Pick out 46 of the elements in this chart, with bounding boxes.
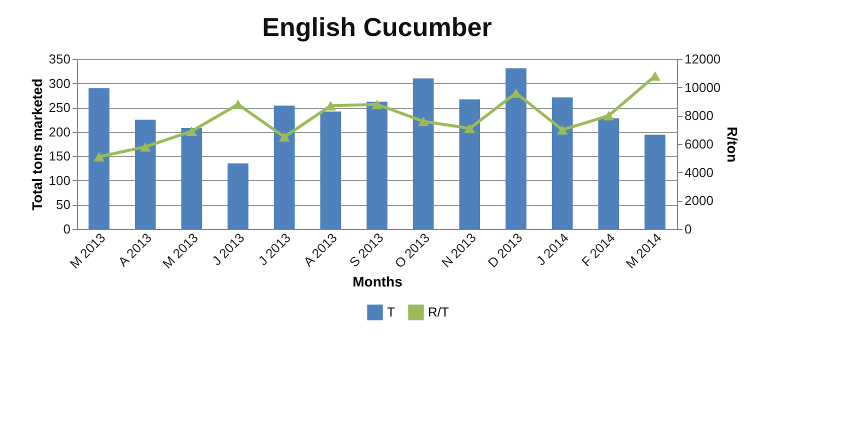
- y2-tick-label: 12000: [684, 52, 721, 66]
- y-tick-label: 250: [48, 100, 70, 116]
- point: [186, 126, 198, 136]
- y2-axis-title: R/ton: [724, 126, 741, 162]
- x-axis-title: Months: [352, 273, 403, 290]
- y2-tick-label: 8000: [684, 108, 714, 124]
- bar: [88, 88, 110, 229]
- point: [603, 110, 614, 120]
- point: [464, 124, 476, 134]
- legend-label: T: [387, 304, 395, 320]
- point: [556, 125, 568, 135]
- bar: [459, 99, 480, 229]
- chart-title: English Cucumber: [262, 12, 492, 42]
- bar: [644, 134, 666, 229]
- bar: [274, 106, 295, 229]
- point: [325, 101, 336, 110]
- bar: [552, 97, 573, 229]
- y2-tick-label: 6000: [684, 136, 714, 152]
- point: [372, 100, 382, 110]
- y-tick-label: 350: [48, 52, 70, 66]
- y-axis-title: Total tons marketed: [28, 78, 45, 210]
- bar: [181, 128, 202, 229]
- bar: [134, 120, 156, 229]
- point: [510, 88, 522, 98]
- y2-tick-label: 2000: [684, 193, 714, 208]
- bar: [412, 78, 434, 229]
- legend-label: R/T: [428, 304, 449, 320]
- bar: [506, 68, 526, 229]
- point: [418, 116, 429, 126]
- y2-tick-label: 0: [684, 222, 692, 236]
- y-tick-label: 300: [48, 76, 70, 91]
- point: [278, 132, 290, 142]
- point: [232, 100, 244, 110]
- bar: [598, 118, 620, 229]
- y-tick-label: 100: [48, 172, 70, 188]
- y2-tick-label: 10000: [684, 80, 721, 95]
- point: [94, 152, 104, 162]
- bar: [320, 111, 342, 229]
- y2-tick-label: 4000: [684, 164, 714, 180]
- y-tick-label: 200: [48, 124, 70, 140]
- y-tick-label: 50: [56, 197, 70, 212]
- y-tick-label: 0: [63, 222, 70, 236]
- point: [140, 142, 151, 152]
- bar: [228, 163, 248, 229]
- bar: [366, 102, 388, 229]
- y-tick-label: 150: [48, 148, 70, 164]
